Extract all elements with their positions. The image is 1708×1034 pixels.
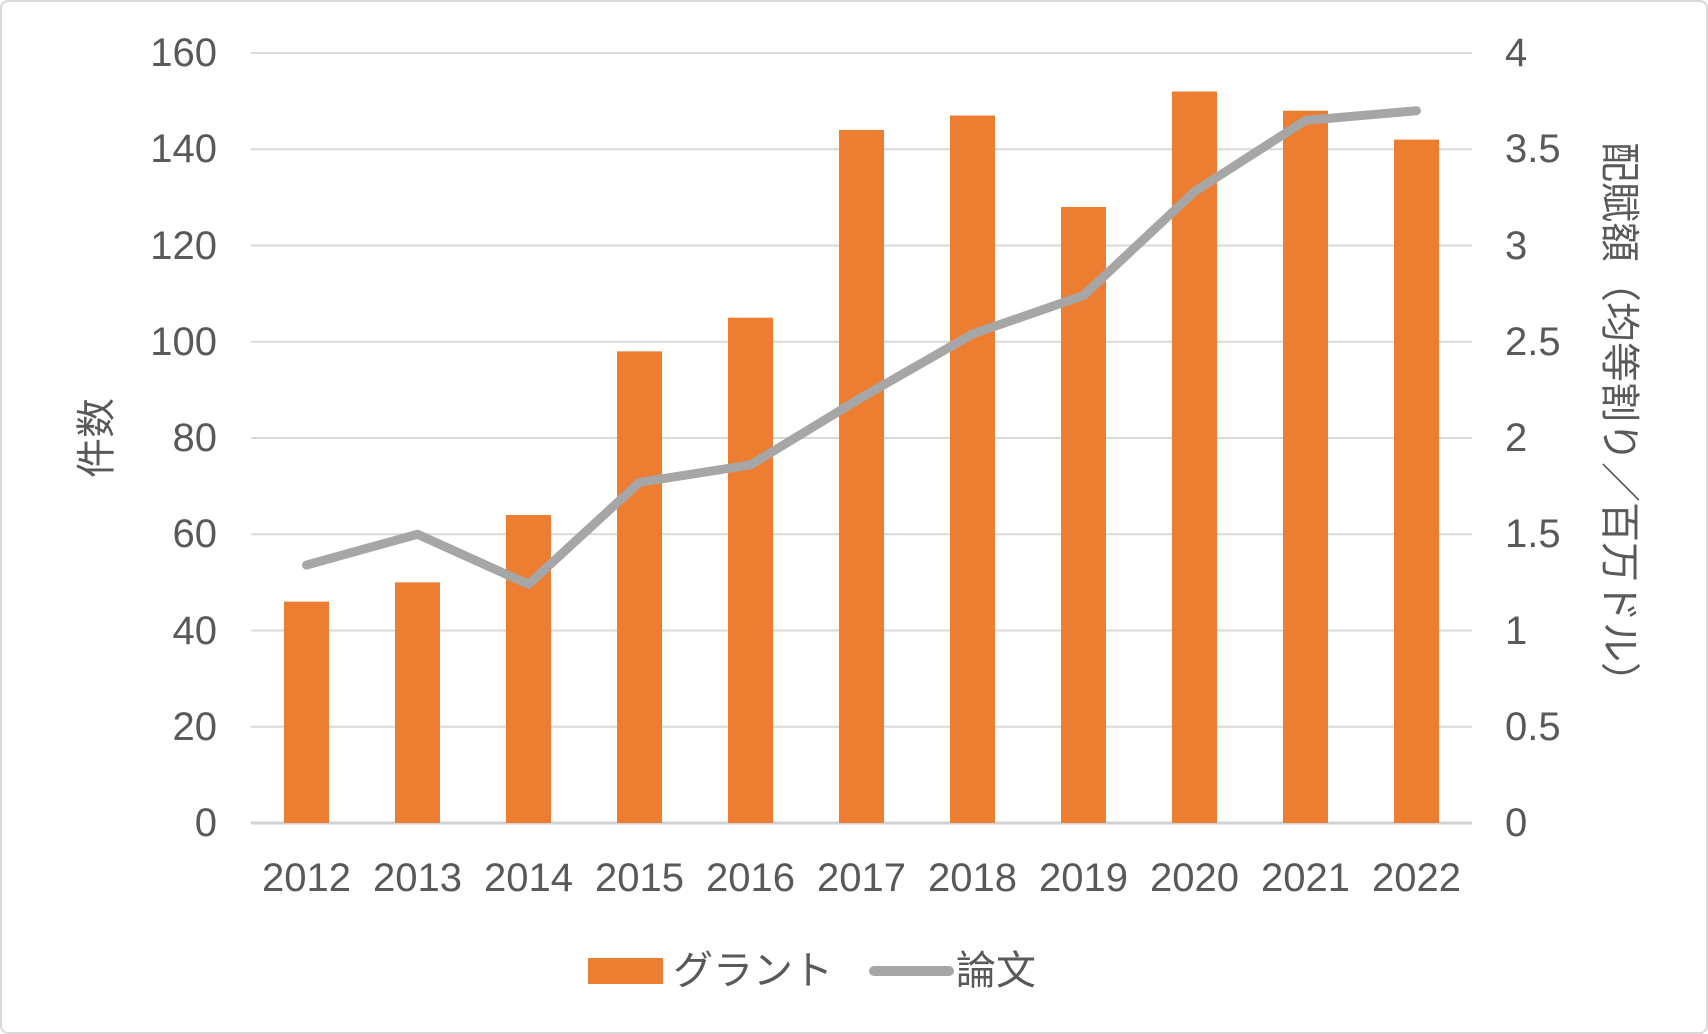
x-tick-2014: 2014 [484,856,573,900]
left-tick-120: 120 [150,223,217,268]
x-tick-2022: 2022 [1372,856,1461,900]
right-tick-4: 4 [1505,31,1528,75]
bar-series-swatch-icon [588,958,663,984]
x-tick-2018: 2018 [928,856,1017,900]
right-tick-1.5: 1.5 [1505,512,1561,557]
right-tick-0.5: 0.5 [1505,704,1561,749]
left-tick-0: 0 [194,801,217,845]
bar-2019 [1061,207,1106,823]
bar-2018 [950,115,995,823]
x-tick-2015: 2015 [595,856,684,900]
legend-item-papers: 論文 [869,948,1036,994]
right-axis-title: 配賦額（均等割り／百万ドル） [1597,142,1641,702]
right-tick-2.5: 2.5 [1505,319,1561,364]
bar-2020 [1172,91,1217,823]
legend-item-grants: グラント [588,948,833,994]
bar-2013 [395,582,440,823]
left-tick-160: 160 [150,31,217,75]
left-tick-40: 40 [172,608,218,653]
legend-label-papers: 論文 [956,949,1036,993]
bar-2021 [1283,110,1328,823]
right-tick-0: 0 [1505,801,1528,845]
left-tick-80: 80 [172,416,218,460]
x-tick-2016: 2016 [706,856,795,900]
left-axis-title: 件数 [75,398,119,478]
x-tick-2017: 2017 [817,856,906,900]
bar-2022 [1394,139,1439,823]
bar-2012 [284,601,329,823]
x-tick-2021: 2021 [1261,856,1350,900]
line-series-swatch-icon [869,966,954,976]
x-tick-2019: 2019 [1039,856,1128,900]
bar-2017 [839,130,884,823]
right-tick-3.5: 3.5 [1505,127,1561,172]
right-tick-3: 3 [1505,223,1528,268]
legend: グラント 論文 [2,948,1622,994]
right-tick-1: 1 [1505,608,1528,653]
papers-line [302,106,1421,589]
right-tick-2: 2 [1505,416,1528,460]
bar-2015 [617,351,662,823]
x-tick-2020: 2020 [1150,856,1239,900]
bar-2014 [506,515,551,823]
x-tick-2013: 2013 [373,856,462,900]
left-tick-140: 140 [150,127,217,172]
left-tick-60: 60 [172,512,218,557]
left-tick-100: 100 [150,319,217,364]
legend-label-grants: グラント [673,949,833,993]
bar-2016 [728,317,773,823]
left-tick-20: 20 [172,704,218,749]
x-tick-2012: 2012 [262,856,351,900]
